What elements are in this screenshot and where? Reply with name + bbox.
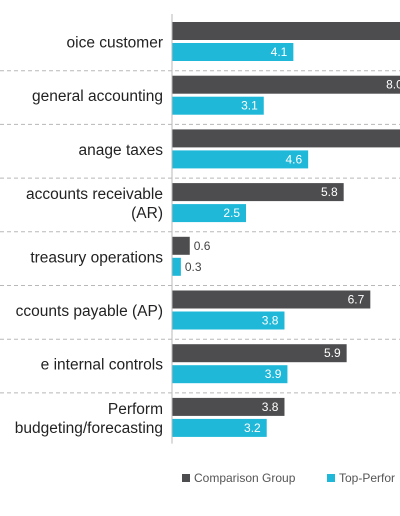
data-label: 3.8 <box>262 400 279 414</box>
comparison-bar <box>172 75 400 94</box>
category-label: accounts receivable <box>26 186 163 203</box>
comparison-bar <box>172 183 344 202</box>
data-label: 2.5 <box>223 206 240 220</box>
category-label: ccounts payable (AP) <box>16 303 163 320</box>
data-label: 0.3 <box>185 260 202 274</box>
category-label: e internal controls <box>41 357 164 374</box>
category-label: general accounting <box>32 88 163 105</box>
data-label: 4.6 <box>285 152 302 166</box>
comparison-bar <box>172 129 400 148</box>
category-label: (AR) <box>131 205 163 222</box>
category-label: oice customer <box>67 35 163 52</box>
top-performer-bar <box>172 311 285 330</box>
category-label: Perform <box>108 401 163 418</box>
comparison-bar <box>172 344 347 363</box>
comparison-bar <box>172 397 285 416</box>
category-label: budgeting/forecasting <box>15 420 163 437</box>
category-label: treasury operations <box>30 249 163 266</box>
data-label: 3.1 <box>241 99 258 113</box>
comparison-bar <box>172 22 400 40</box>
top-performer-bar <box>172 204 246 223</box>
data-label: 3.8 <box>262 314 279 328</box>
data-label: 3.2 <box>244 421 261 435</box>
legend-label-comparison: Comparison Group <box>194 471 296 485</box>
data-label: 3.9 <box>265 367 282 381</box>
top-performer-bar <box>172 43 294 61</box>
legend-label-top-performers: Top-Perfor <box>339 471 395 485</box>
data-label: 0.6 <box>194 239 211 253</box>
top-performer-bar <box>172 257 181 276</box>
comparison-bar <box>172 236 190 255</box>
top-performer-bar <box>172 150 309 169</box>
data-label: 4.1 <box>271 45 288 59</box>
legend-swatch-top-performers <box>327 474 335 482</box>
data-label: 6.7 <box>348 293 365 307</box>
top-performer-bar <box>172 96 264 115</box>
comparison-bar <box>172 290 371 309</box>
data-label: 5.8 <box>321 185 338 199</box>
legend-swatch-comparison <box>182 474 190 482</box>
top-performer-bar <box>172 365 288 384</box>
data-label: 8.0 <box>386 78 400 92</box>
category-label: anage taxes <box>79 142 164 159</box>
data-label: 5.9 <box>324 346 341 360</box>
top-performer-bar <box>172 418 267 437</box>
